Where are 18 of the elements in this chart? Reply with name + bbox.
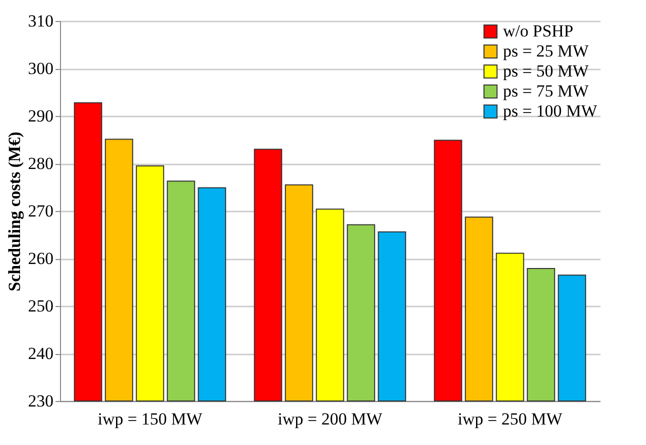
y-axis-title: Scheduling costs (M€) — [5, 132, 24, 292]
y-tick-label: 250 — [28, 296, 54, 316]
legend-label: w/o PSHP — [503, 22, 574, 40]
y-tick-label: 310 — [28, 12, 54, 30]
x-tick-label: iwp = 200 MW — [278, 410, 384, 428]
x-tick-label: iwp = 250 MW — [458, 410, 564, 428]
y-tick-label: 230 — [28, 392, 54, 410]
legend-label: ps = 75 MW — [503, 82, 590, 100]
y-tick-label: 290 — [28, 106, 54, 126]
x-tick-label: iwp = 150 MW — [98, 410, 204, 428]
y-tick-label: 260 — [28, 249, 54, 268]
y-tick-label: 300 — [28, 59, 54, 78]
legend-label: ps = 25 MW — [503, 42, 590, 60]
legend-label: ps = 50 MW — [503, 62, 590, 80]
y-tick-label: 270 — [28, 202, 54, 220]
legend-label: ps = 100 MW — [503, 102, 598, 120]
y-tick-label: 280 — [28, 154, 54, 173]
y-tick-label: 240 — [28, 344, 54, 363]
